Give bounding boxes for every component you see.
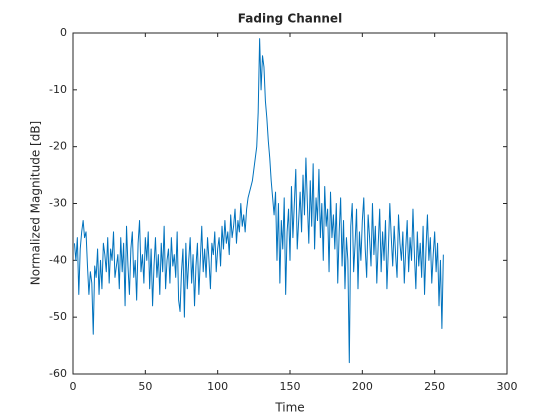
y-axis-label: Normalized Magnitude [dB] xyxy=(29,121,43,285)
chart-title: Fading Channel xyxy=(238,12,342,26)
x-tick-label: 150 xyxy=(280,380,301,393)
x-tick-label: 100 xyxy=(207,380,228,393)
y-tick-label: -10 xyxy=(49,83,67,96)
x-tick-label: 0 xyxy=(70,380,77,393)
y-tick-label: -60 xyxy=(49,367,67,380)
y-tick-label: 0 xyxy=(60,26,67,39)
x-tick-label: 250 xyxy=(424,380,445,393)
x-tick-label: 200 xyxy=(352,380,373,393)
x-tick-label: 300 xyxy=(497,380,518,393)
x-tick-label: 50 xyxy=(138,380,152,393)
x-axis-label: Time xyxy=(274,401,304,415)
y-tick-label: -20 xyxy=(49,140,67,153)
y-tick-label: -30 xyxy=(49,197,67,210)
data-line xyxy=(73,38,444,364)
y-tick-label: -40 xyxy=(49,253,67,266)
y-tick-label: -50 xyxy=(49,310,67,323)
